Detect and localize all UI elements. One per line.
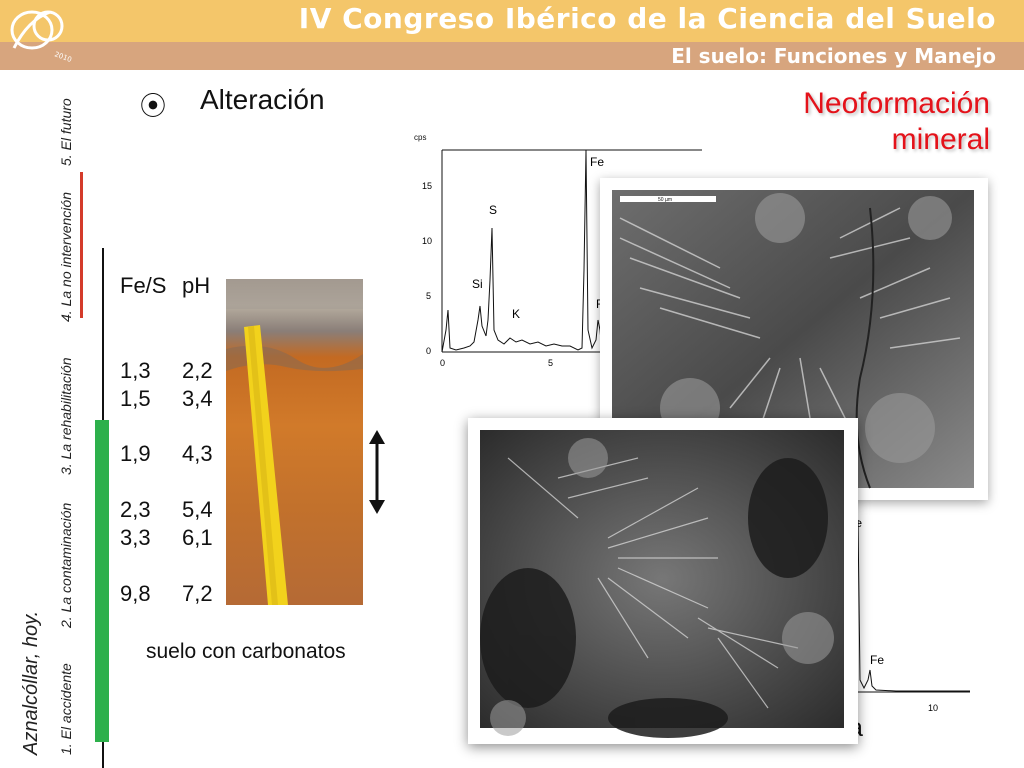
slide-heading: Alteración bbox=[200, 84, 325, 115]
table-cell: 6,1 bbox=[182, 525, 213, 550]
table-cell: 7,2 bbox=[182, 581, 213, 606]
header-bar bbox=[0, 0, 1024, 42]
subheader-bar bbox=[0, 42, 1024, 70]
spectrum-x-tick: 10 bbox=[928, 703, 938, 713]
peak-label: F bbox=[596, 297, 603, 311]
side-title: Neoformación mineral bbox=[803, 86, 990, 158]
col-header-fes: Fe/S bbox=[120, 273, 167, 298]
spectrum-y-tick: 5 bbox=[426, 291, 431, 301]
table-cell: 3,4 bbox=[182, 386, 213, 411]
spectrum-y-tick: 10 bbox=[422, 236, 432, 246]
spectrum-x-tick: 0 bbox=[440, 358, 445, 368]
table-cell: 1,9 bbox=[120, 441, 151, 466]
peak-label: S bbox=[489, 203, 497, 217]
sem-scale-label: 50 µm bbox=[658, 197, 672, 203]
side-title-line1: Neoformación bbox=[803, 87, 990, 120]
double-arrow-icon bbox=[369, 430, 385, 514]
sem-photo-2 bbox=[468, 418, 858, 744]
spectrum-x-tick: 5 bbox=[548, 358, 553, 368]
active-section-indicator bbox=[80, 172, 83, 318]
peak-label: Fe bbox=[870, 653, 884, 667]
table-cell: 1,5 bbox=[120, 386, 151, 411]
table-cell: 9,8 bbox=[120, 581, 151, 606]
timeline-green-bar bbox=[95, 420, 109, 742]
presentation-title: IV Congreso Ibérico de la Ciencia del Su… bbox=[298, 2, 996, 35]
logo-year: 2010 bbox=[53, 50, 72, 62]
nav-item-accidente[interactable]: 1. El accidente bbox=[58, 663, 74, 755]
nav-item-futuro[interactable]: 5. El futuro bbox=[58, 98, 74, 166]
table-cell: 2,3 bbox=[120, 497, 151, 522]
side-title-line2: mineral bbox=[891, 123, 990, 156]
bullet-icon: ⦿ bbox=[140, 91, 167, 121]
spectrum-y-unit: cps bbox=[414, 133, 426, 142]
table-cell: 1,3 bbox=[120, 358, 151, 383]
nav-item-no-intervencion[interactable]: 4. La no intervención bbox=[58, 192, 74, 322]
table-cell: 5,4 bbox=[182, 497, 213, 522]
presentation-subtitle: El suelo: Funciones y Manejo bbox=[671, 44, 996, 68]
spectrum-y-tick: 0 bbox=[426, 346, 431, 356]
edx-spectrum-1: cps 15 10 5 0 0 5 Si S K Fe F bbox=[414, 133, 702, 368]
place-label: Aznalcóllar, hoy. bbox=[20, 610, 42, 755]
table-cell: 3,3 bbox=[120, 525, 151, 550]
table-cell: 2,2 bbox=[182, 358, 213, 383]
peak-label: K bbox=[512, 307, 520, 321]
nav-item-rehabilitacion[interactable]: 3. La rehabilitación bbox=[58, 357, 74, 475]
spectrum-y-tick: 15 bbox=[422, 181, 432, 191]
congress-logo: 2010 bbox=[10, 10, 73, 62]
soil-caption: suelo con carbonatos bbox=[146, 640, 346, 663]
soil-profile-photo bbox=[226, 279, 363, 605]
table-cell: 4,3 bbox=[182, 441, 213, 466]
col-header-ph: pH bbox=[182, 273, 211, 298]
peak-label: Fe bbox=[590, 155, 604, 169]
nav-item-contaminacion[interactable]: 2. La contaminación bbox=[58, 502, 74, 628]
peak-label: Si bbox=[472, 277, 483, 291]
